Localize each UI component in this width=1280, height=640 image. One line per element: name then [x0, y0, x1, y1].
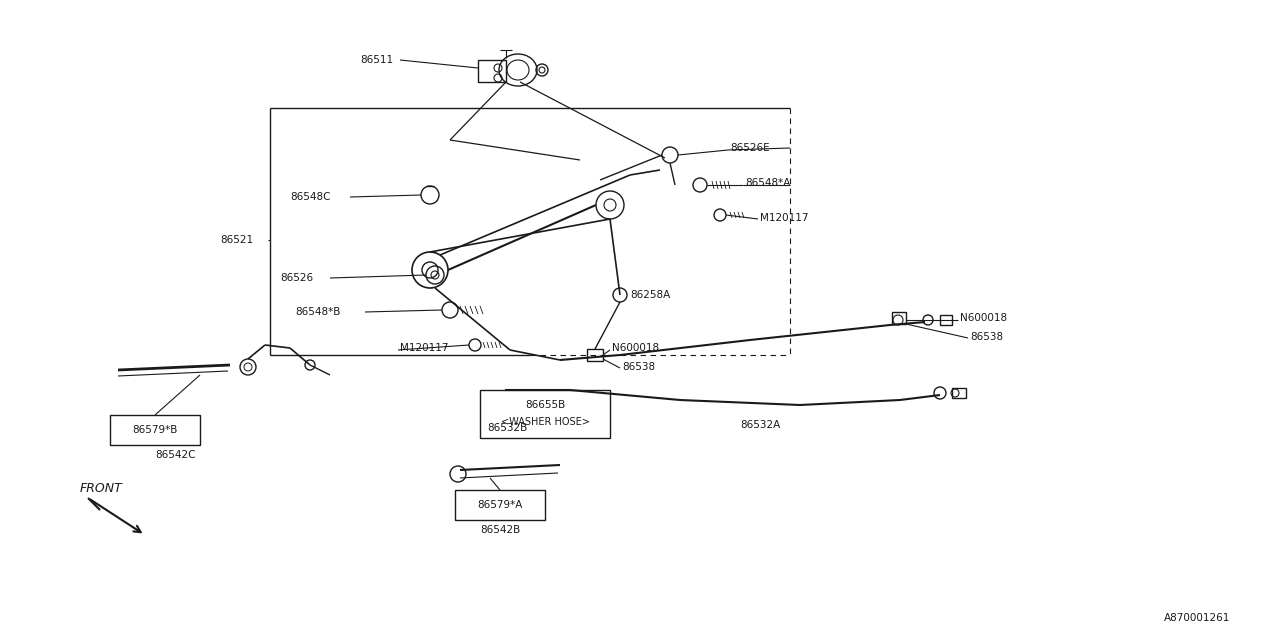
Text: N600018: N600018: [612, 343, 659, 353]
Text: 86542B: 86542B: [480, 525, 520, 535]
Bar: [480, 390, 611, 438]
Text: 86532A: 86532A: [740, 420, 781, 430]
Bar: [477, 60, 506, 82]
Text: 86548*B: 86548*B: [294, 307, 340, 317]
Text: M120117: M120117: [399, 343, 448, 353]
Bar: [588, 349, 603, 361]
Text: 86538: 86538: [970, 332, 1004, 342]
Bar: [110, 415, 200, 445]
Text: N600018: N600018: [960, 313, 1007, 323]
Text: 86579*A: 86579*A: [477, 500, 522, 510]
Text: 86258A: 86258A: [630, 290, 671, 300]
Text: 86532B: 86532B: [486, 423, 527, 433]
Text: 86521: 86521: [220, 235, 253, 245]
Text: <WASHER HOSE>: <WASHER HOSE>: [500, 417, 589, 427]
Text: 86548C: 86548C: [291, 192, 330, 202]
Text: 86511: 86511: [360, 55, 393, 65]
Bar: [892, 312, 906, 324]
Bar: [940, 315, 952, 325]
Bar: [952, 388, 966, 398]
Text: 86526: 86526: [280, 273, 314, 283]
Text: 86542C: 86542C: [155, 450, 196, 460]
Bar: [454, 490, 545, 520]
Text: A870001261: A870001261: [1164, 613, 1230, 623]
Text: M120117: M120117: [760, 213, 809, 223]
Text: 86579*B: 86579*B: [132, 425, 178, 435]
Text: 86538: 86538: [622, 362, 655, 372]
Text: 86526E: 86526E: [730, 143, 769, 153]
Text: FRONT: FRONT: [79, 481, 123, 495]
Text: 86655B: 86655B: [525, 400, 566, 410]
Text: 86548*A: 86548*A: [745, 178, 790, 188]
